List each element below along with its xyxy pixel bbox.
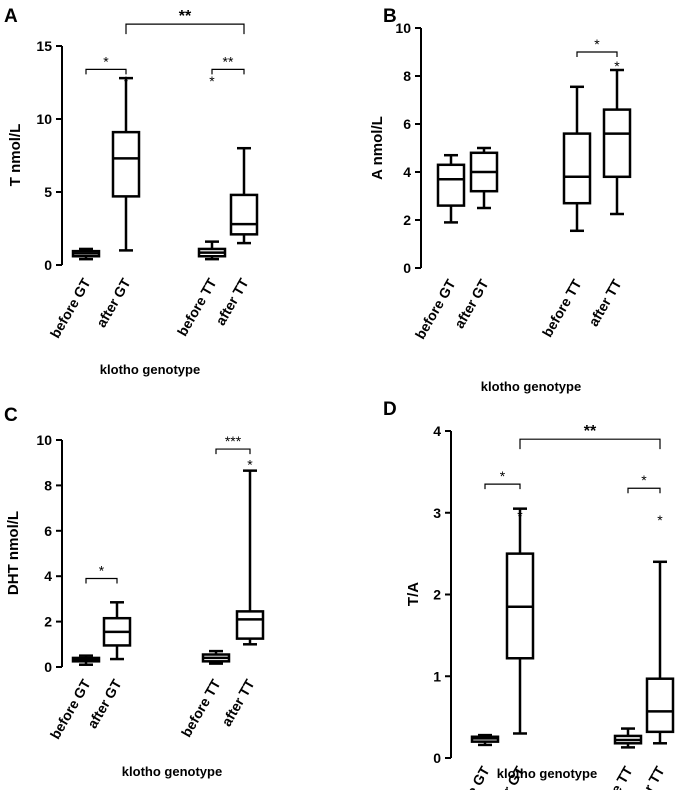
y-axis-title: T nmol/L: [7, 124, 24, 187]
y-tick-label: 10: [36, 111, 52, 127]
significance-stars: *: [500, 468, 506, 484]
y-tick-label: 1: [433, 668, 441, 684]
significance-bracket: [211, 68, 245, 75]
y-tick-label: 2: [44, 614, 52, 630]
y-tick-label: 8: [44, 477, 52, 493]
y-tick-label: 3: [433, 505, 441, 521]
box-1: [470, 733, 500, 747]
panel-letter: B: [383, 6, 397, 27]
significance-star: *: [614, 58, 620, 74]
box-4: [645, 560, 675, 745]
category-label: after TT: [218, 676, 258, 729]
box-1: [71, 654, 101, 666]
box-1: [71, 247, 101, 261]
significance-stars: **: [223, 53, 234, 69]
category-label: after GT: [93, 275, 134, 330]
box-3: [562, 85, 592, 233]
x-axis-title: klotho genotype: [122, 764, 222, 779]
category-label: before TT: [174, 275, 220, 339]
y-tick-label: 8: [403, 68, 411, 84]
significance-stars: *: [99, 562, 105, 578]
significance-bracket: [484, 483, 521, 490]
y-tick-label: 6: [44, 523, 52, 539]
significance-bracket: [215, 448, 251, 455]
y-tick-label: 2: [403, 212, 411, 228]
x-axis-title: klotho genotype: [481, 379, 581, 394]
iqr-box: [602, 108, 632, 179]
iqr-box: [235, 610, 265, 640]
significance-bracket: [85, 577, 118, 584]
significance-stars: **: [584, 423, 597, 440]
y-tick-label: 5: [44, 184, 52, 200]
significance-stars: **: [179, 8, 192, 25]
y-tick-label: 0: [433, 750, 441, 766]
significance-stars: *: [641, 472, 647, 488]
panel-a: A 0 5 10 15 T nmol/L before GT after GT before T…: [4, 6, 259, 377]
y-tick-label: 2: [433, 587, 441, 603]
y-tick-label: 10: [395, 20, 411, 36]
iqr-box: [111, 130, 141, 198]
category-label: before TT: [178, 676, 224, 740]
x-axis-title: klotho genotype: [100, 362, 200, 377]
box-2: [102, 601, 132, 661]
y-tick-label: 0: [403, 260, 411, 276]
category-label: before TT: [539, 276, 585, 340]
y-axis-title: A nmol/L: [369, 116, 386, 180]
category-label: after TT: [628, 763, 668, 790]
significance-star: *: [517, 508, 523, 524]
iqr-box: [436, 163, 466, 207]
significance-star: *: [209, 73, 215, 89]
panel-letter: A: [4, 6, 18, 27]
category-label: after TT: [585, 276, 625, 329]
y-tick-label: 4: [44, 568, 52, 584]
significance-stars: *: [103, 53, 109, 69]
significance-star: *: [247, 457, 253, 473]
significance-star: *: [657, 512, 663, 528]
iqr-box: [645, 677, 675, 734]
y-axis-title: T/A: [405, 582, 422, 606]
iqr-box: [562, 132, 592, 205]
category-label: before GT: [47, 676, 94, 742]
y-tick-label: 0: [44, 257, 52, 273]
box-3: [197, 240, 227, 261]
significance-bracket: [85, 68, 127, 75]
box-1: [436, 153, 466, 224]
box-4: [229, 146, 259, 245]
box-2: [111, 76, 141, 252]
significance-bracket: [519, 438, 661, 450]
y-tick-label: 15: [36, 38, 52, 54]
category-label: before GT: [412, 276, 459, 342]
category-label: before GT: [47, 275, 94, 341]
y-tick-label: 10: [36, 432, 52, 448]
significance-stars: *: [594, 36, 600, 52]
box-3: [201, 649, 231, 665]
y-axis-title: DHT nmol/L: [5, 511, 22, 595]
significance-bracket: [576, 51, 618, 57]
panel-letter: D: [383, 399, 397, 420]
panel-letter: C: [4, 405, 18, 426]
significance-stars: ***: [225, 433, 242, 449]
x-axis-title: klotho genotype: [497, 766, 597, 781]
significance-star: *: [123, 73, 129, 89]
iqr-box: [229, 193, 259, 236]
significance-bracket: [125, 23, 245, 35]
box-2: [505, 507, 535, 735]
category-label: before GT: [446, 763, 493, 790]
box-4: [235, 469, 265, 646]
y-tick-label: 6: [403, 116, 411, 132]
box-4: [602, 68, 632, 216]
significance-bracket: [627, 487, 661, 494]
y-tick-label: 4: [433, 423, 441, 439]
box-3: [613, 727, 643, 749]
box-2: [469, 146, 499, 210]
y-tick-label: 0: [44, 659, 52, 675]
y-tick-label: 4: [403, 164, 411, 180]
